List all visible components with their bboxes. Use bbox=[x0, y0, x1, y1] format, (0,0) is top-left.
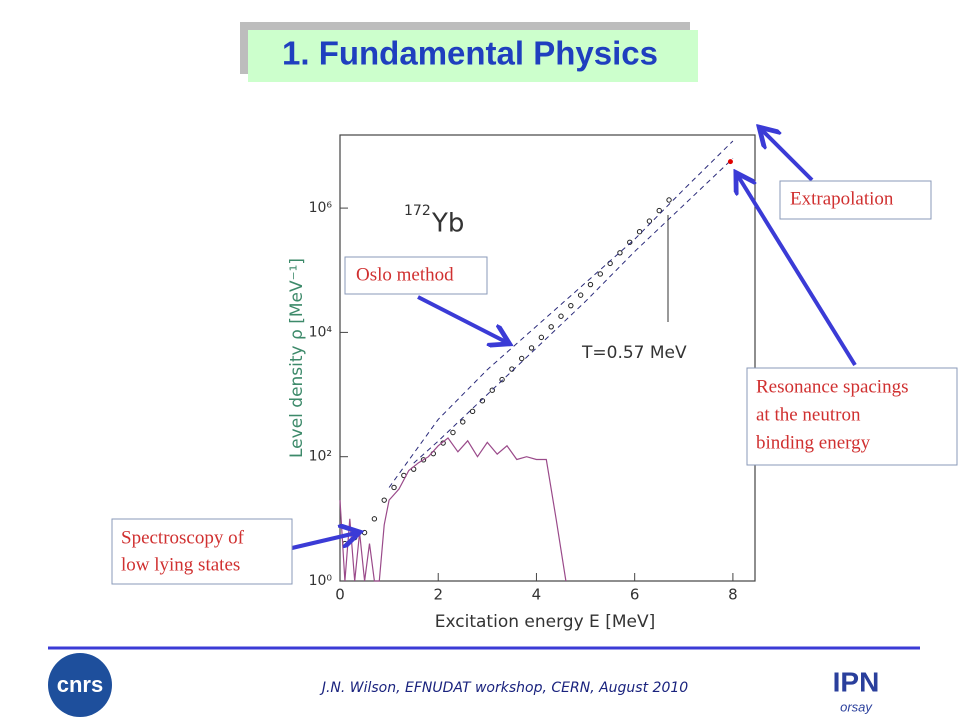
y-tick-label: 10² bbox=[309, 449, 332, 465]
data-point bbox=[489, 387, 495, 393]
y-tick-label: 10⁶ bbox=[309, 200, 333, 216]
data-point bbox=[499, 376, 505, 383]
data-point bbox=[528, 345, 535, 351]
y-axis-label: Level density ρ [MeV⁻¹] bbox=[287, 258, 307, 458]
plot: 0 2 4 6 8 10⁰ 10² 10⁴ 10⁶ bbox=[309, 140, 738, 604]
data-point bbox=[656, 207, 662, 214]
data-point bbox=[519, 355, 525, 362]
callout-text: binding energy bbox=[756, 432, 871, 453]
arrow bbox=[738, 176, 857, 367]
slide-title: 1. Fundamental Physics bbox=[282, 35, 658, 72]
arrow bbox=[291, 533, 356, 550]
x-axis-label: Excitation energy E [MeV] bbox=[435, 612, 655, 632]
callout-text: Resonance spacings bbox=[756, 376, 908, 397]
callout-text: Extrapolation bbox=[790, 188, 894, 209]
nucleus-symbol: Yb bbox=[431, 209, 464, 239]
data-point bbox=[548, 324, 554, 330]
title-box bbox=[248, 30, 698, 82]
data-point bbox=[617, 250, 623, 256]
data-point bbox=[371, 516, 378, 522]
y-tick-label: 10⁴ bbox=[309, 324, 333, 340]
data-point bbox=[568, 302, 574, 309]
data-point bbox=[558, 313, 564, 319]
callout-box bbox=[111, 518, 293, 585]
resonance-point bbox=[727, 159, 733, 165]
callout-box bbox=[746, 367, 958, 466]
data-point bbox=[361, 529, 368, 536]
data-point bbox=[450, 429, 456, 436]
cnrs-logo-text: cnrs bbox=[57, 672, 103, 697]
data-point bbox=[391, 484, 397, 491]
data-point bbox=[420, 457, 427, 463]
callout-box bbox=[344, 256, 488, 295]
y-tick-label: 10⁰ bbox=[309, 573, 333, 589]
x-tick-label: 4 bbox=[532, 586, 542, 604]
callouts: Oslo method Extrapolation Resonance spac… bbox=[111, 180, 958, 585]
callout-box bbox=[779, 180, 932, 220]
data-point bbox=[342, 540, 348, 547]
data-point bbox=[577, 292, 584, 298]
data-point bbox=[597, 271, 603, 277]
data-point bbox=[636, 229, 643, 235]
data-point bbox=[352, 534, 358, 541]
x-tick-label: 8 bbox=[728, 586, 738, 604]
ipn-logo-text: IPN bbox=[833, 666, 880, 697]
callout-text: Oslo method bbox=[356, 264, 454, 285]
plot-frame bbox=[339, 134, 756, 582]
data-point bbox=[460, 419, 466, 425]
data-point bbox=[469, 408, 476, 415]
x-tick-label: 6 bbox=[630, 586, 640, 604]
callout-text: low lying states bbox=[121, 554, 240, 575]
arrow bbox=[417, 295, 506, 342]
data-point bbox=[587, 281, 594, 288]
x-tick-label: 2 bbox=[433, 586, 443, 604]
data-point bbox=[538, 334, 545, 341]
data-point bbox=[381, 497, 387, 503]
data-point bbox=[666, 197, 672, 203]
arrows bbox=[291, 130, 857, 550]
footer-text: J.N. Wilson, EFNUDAT workshop, CERN, Aug… bbox=[319, 680, 688, 696]
arrow bbox=[762, 130, 814, 182]
x-tick-label: 0 bbox=[335, 586, 345, 604]
callout-text: at the neutron bbox=[756, 404, 861, 425]
ipn-logo bbox=[812, 662, 894, 714]
nucleus-mass: 172 bbox=[404, 203, 431, 219]
spectroscopy-curve bbox=[339, 437, 567, 582]
model-curve bbox=[388, 140, 734, 488]
callout-text: Spectroscopy of bbox=[121, 527, 245, 548]
cnrs-logo bbox=[48, 653, 112, 717]
temperature-label: T=0.57 MeV bbox=[581, 343, 687, 363]
model-curve bbox=[413, 158, 734, 464]
data-point bbox=[646, 218, 653, 224]
ipn-logo-subtext: orsay bbox=[840, 699, 873, 714]
